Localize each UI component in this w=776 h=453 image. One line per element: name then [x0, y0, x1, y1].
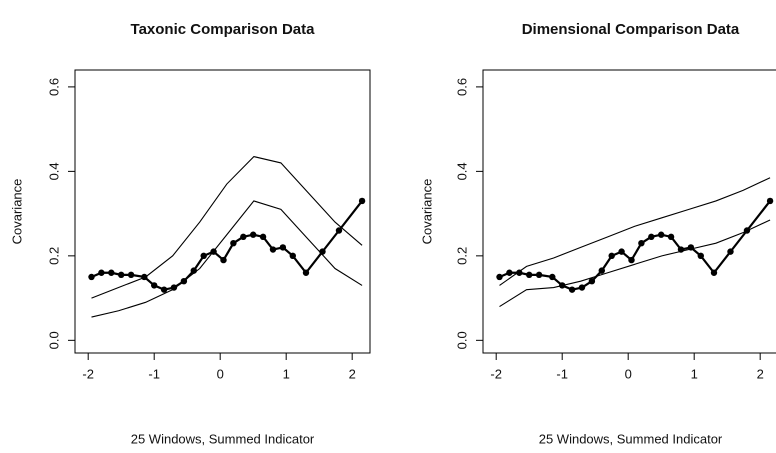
data-point	[525, 271, 533, 279]
data-point	[667, 233, 675, 241]
data-point	[160, 286, 168, 293]
x-tick-label: 1	[691, 366, 698, 381]
data-point	[88, 273, 95, 281]
data-point	[657, 231, 665, 238]
data-point	[302, 269, 310, 276]
data-point	[358, 197, 366, 205]
x-tick-label: -1	[148, 366, 160, 381]
series-line	[91, 155, 363, 299]
y-tick-label: 0.0	[46, 331, 61, 349]
data-point	[549, 273, 556, 281]
y-axis-label: Covariance	[9, 179, 24, 245]
data-point	[335, 227, 343, 234]
data-point	[289, 252, 296, 260]
y-tick-label: 0.2	[454, 247, 469, 265]
data-point	[697, 252, 704, 260]
chart-title: Dimensional Comparison Data	[522, 21, 740, 38]
y-tick-label: 0.0	[454, 331, 469, 349]
data-point	[127, 271, 135, 279]
data-point	[588, 277, 596, 285]
series-line	[91, 200, 363, 318]
data-point	[108, 269, 115, 276]
series-line	[499, 219, 771, 308]
chart-title: Taxonic Comparison Data	[131, 21, 316, 38]
data-point	[150, 282, 158, 289]
data-point	[269, 246, 277, 253]
data-point	[516, 269, 523, 276]
plot-frame	[482, 69, 776, 354]
data-point	[608, 252, 615, 260]
data-point	[240, 233, 247, 241]
x-tick-label: 0	[217, 366, 224, 381]
data-point	[279, 244, 287, 251]
data-point	[568, 286, 576, 293]
x-tick-label: -1	[556, 366, 568, 381]
y-tick-label: 0.4	[454, 162, 469, 180]
data-point	[710, 269, 718, 276]
x-tick-label: -2	[82, 366, 94, 381]
series-line	[499, 177, 771, 286]
data-point	[578, 284, 586, 291]
x-tick-label: 2	[349, 366, 356, 381]
x-tick-label: 2	[757, 366, 764, 381]
data-point	[98, 269, 105, 276]
data-point	[766, 197, 774, 205]
y-tick-label: 0.6	[454, 78, 469, 96]
data-point	[230, 239, 237, 247]
data-point	[259, 233, 267, 241]
data-point	[727, 248, 734, 255]
x-tick-label: 0	[625, 366, 632, 381]
data-point	[648, 233, 655, 241]
data-point	[618, 248, 625, 255]
plot-frame	[74, 69, 371, 354]
x-axis-label: 25 Windows, Summed Indicator	[131, 431, 315, 446]
y-tick-label: 0.2	[46, 247, 61, 265]
y-axis-label: Covariance	[419, 179, 434, 245]
data-point	[200, 252, 207, 260]
x-tick-label: 1	[283, 366, 290, 381]
data-point	[249, 231, 257, 238]
data-point	[496, 273, 503, 281]
data-point	[506, 269, 513, 276]
data-point	[638, 239, 645, 247]
data-point	[598, 267, 605, 274]
data-point	[170, 284, 178, 291]
x-axis-label: 25 Windows, Summed Indicator	[539, 431, 723, 446]
data-point	[628, 256, 635, 264]
data-point	[117, 271, 125, 279]
data-point	[535, 271, 543, 279]
x-tick-label: -2	[490, 366, 502, 381]
y-tick-label: 0.6	[46, 78, 61, 96]
y-tick-label: 0.4	[46, 162, 61, 180]
data-point	[220, 256, 227, 264]
